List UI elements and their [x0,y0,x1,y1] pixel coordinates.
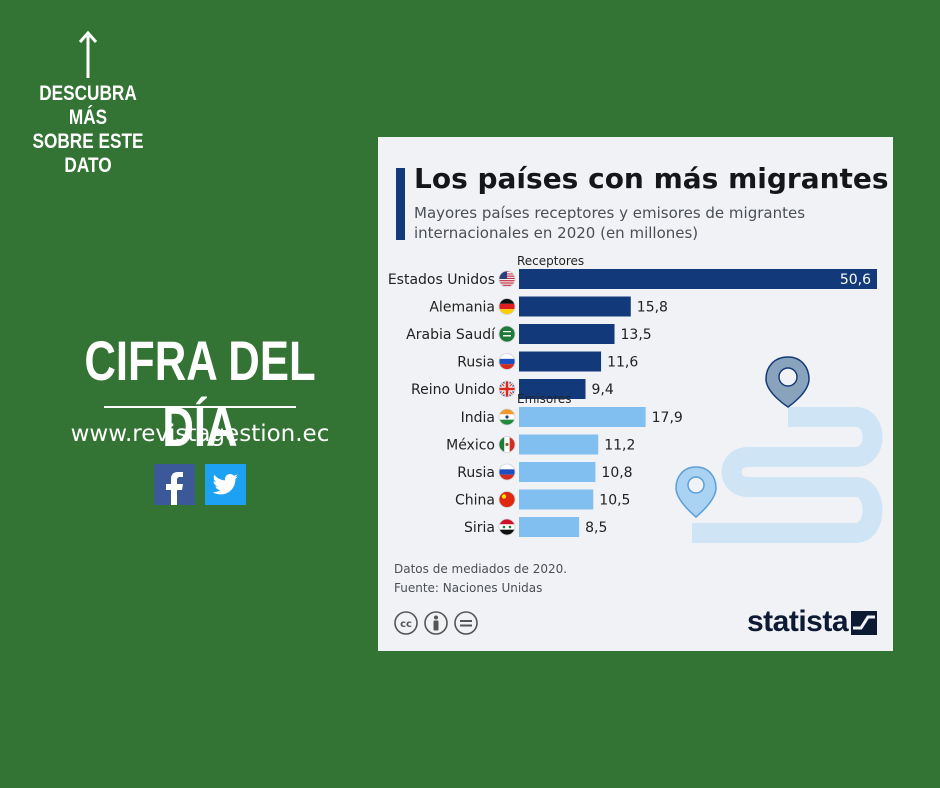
flag-china-icon [499,491,515,508]
flag-germany-icon [499,298,515,315]
flag-border [498,436,516,453]
divider [104,406,296,408]
value-label: 10,8 [601,465,632,481]
flag-border [498,408,516,426]
map-pin-decoration [675,356,883,543]
bar-chart: Receptores Estados Unidos 50,6 Alemania 15,8… [388,254,883,543]
value-label: 13,5 [621,327,652,343]
value-label: 10,5 [599,493,630,509]
flag-uk-icon [499,381,515,397]
license-icons: cc [394,611,478,635]
flag-border [498,380,516,398]
value-label: 11,6 [607,355,638,371]
flag-usa-icon [499,271,515,286]
flag-russia-icon [499,353,515,370]
title-accent-bar [396,168,405,240]
flag-border [498,491,516,508]
category-label: Rusia [457,355,495,371]
facebook-icon[interactable] [154,464,195,505]
flag-border [498,298,516,315]
bar-emisores [519,407,646,427]
flag-border [498,325,516,343]
category-label: India [461,410,495,426]
value-label: 11,2 [604,438,635,454]
category-label: Estados Unidos [388,272,495,288]
group-label-receptores: Receptores [517,254,584,268]
cta-text[interactable]: DESCUBRA MÁS SOBRE ESTE DATO [24,82,152,178]
bar-receptores [519,351,602,372]
category-label: China [455,493,495,509]
flag-border [498,353,516,370]
value-label: 8,5 [585,520,607,536]
bar-receptores [519,269,877,289]
bar-emisores [519,462,596,482]
bar-emisores [519,489,594,510]
flag-border [498,270,516,288]
note-date: Datos de mediados de 2020. [394,562,568,576]
cta-line: DATO [64,154,112,177]
category-label: México [446,438,495,454]
up-arrow-icon [78,30,98,78]
category-label: Alemania [429,300,495,316]
website-link[interactable]: www.revistagestion.ec [70,421,330,447]
cta-line: SOBRE ESTE [32,130,144,153]
note-source: Fuente: Naciones Unidas [394,581,543,595]
value-label: 9,4 [592,382,614,398]
statista-logo-text: statista [747,605,849,638]
category-label: Reino Unido [411,382,495,398]
bar-emisores [519,517,580,537]
bar-emisores [519,434,599,455]
value-label: 15,8 [637,300,668,316]
bar-receptores [519,296,631,317]
chart-subtitle: Mayores países receptores y emisores de … [414,204,806,242]
flag-saudi-arabia-icon [499,326,515,342]
flag-border [498,518,516,536]
by-icon [424,611,448,635]
chart-card: Los países con más migrantes Mayores paí… [378,137,893,651]
statista-logo-icon [851,611,877,635]
bar-receptores [519,324,615,344]
svg-text:cc: cc [400,619,412,630]
flag-russia-icon [499,464,515,480]
flag-border [498,463,516,481]
flag-india-icon [499,409,515,425]
value-label: 50,6 [840,272,871,288]
nd-icon [454,611,478,635]
group-label-emisores: Emisores [517,392,572,406]
footnote: Datos de mediados de 2020. Fuente: Nacio… [394,560,567,598]
cc-icon: cc [394,611,418,635]
bar-receptores [519,379,586,399]
category-label: Rusia [457,465,495,481]
flag-mexico-icon [499,436,515,453]
chart-title: Los países con más migrantes [414,162,889,195]
cta-line: DESCUBRA MÁS [39,82,137,129]
category-label: Arabia Saudí [406,327,496,343]
category-label: Siria [464,520,495,536]
value-label: 17,9 [652,410,683,426]
headline: CIFRA DEL DÍA [84,329,316,458]
twitter-icon[interactable] [205,464,246,505]
flag-syria-icon [499,519,515,535]
